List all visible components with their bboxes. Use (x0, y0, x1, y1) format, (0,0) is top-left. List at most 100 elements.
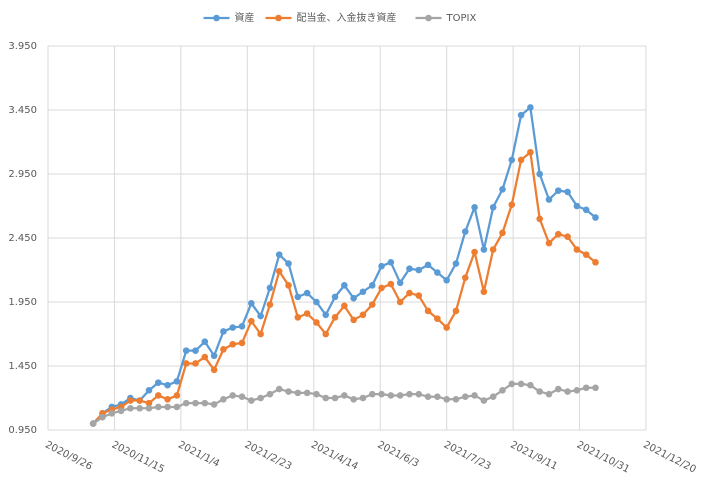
data-point (387, 259, 395, 266)
data-point (275, 267, 283, 275)
data-point (229, 340, 237, 348)
data-point (452, 307, 460, 315)
y-tick-label: 1.450 (8, 361, 37, 372)
data-point (294, 314, 302, 321)
data-point (182, 347, 190, 354)
series-line (92, 382, 596, 425)
data-point (517, 111, 525, 119)
data-point (341, 302, 348, 310)
data-point (480, 288, 488, 296)
data-point (480, 246, 488, 253)
data-point (303, 289, 311, 297)
data-point (154, 392, 162, 399)
x-tick-label: 2021/2/23 (243, 440, 294, 473)
data-point (434, 393, 441, 401)
data-point (108, 410, 116, 417)
data-point (99, 413, 106, 421)
data-point (201, 353, 209, 361)
data-point (564, 188, 571, 196)
x-tick-label: 2020/9/26 (43, 440, 94, 473)
data-point (294, 389, 302, 397)
data-point (545, 196, 553, 203)
legend-marker (425, 14, 432, 22)
data-point (527, 381, 534, 389)
legend-label: 資産 (235, 11, 255, 24)
series (89, 104, 599, 427)
data-point (201, 399, 209, 407)
data-point (545, 239, 553, 247)
data-point (508, 156, 516, 164)
data-point (592, 384, 599, 392)
legend: 資産 配当金、入金抜き資産 TOPIX (203, 11, 476, 24)
data-point (350, 294, 357, 302)
data-point (285, 388, 292, 395)
data-point (527, 148, 534, 156)
data-point (368, 301, 376, 308)
data-point (368, 282, 376, 289)
x-tick-label: 2021/1/4 (176, 440, 221, 470)
data-point (517, 380, 525, 388)
series (89, 148, 599, 427)
data-point (471, 203, 478, 211)
y-tick-label: 3.950 (8, 41, 37, 52)
data-point (127, 404, 134, 412)
data-point (461, 228, 469, 235)
data-point (527, 104, 534, 111)
data-point (350, 316, 357, 324)
data-point (285, 260, 292, 267)
data-point (313, 319, 320, 326)
data-point (248, 397, 255, 404)
data-point (220, 346, 227, 353)
data-point (266, 301, 274, 308)
data-point (173, 378, 181, 385)
y-tick-label: 0.950 (8, 425, 37, 436)
data-point (443, 276, 450, 284)
x-tick-label: 2021/6/3 (375, 440, 420, 470)
data-point (182, 399, 190, 407)
data-point (406, 390, 413, 398)
legend-label: 配当金、入金抜き資産 (297, 11, 397, 24)
data-point (238, 393, 246, 401)
data-point (322, 394, 330, 402)
data-point (192, 347, 199, 354)
legend-marker (213, 14, 220, 22)
data-point (573, 246, 581, 253)
data-point (499, 387, 506, 394)
data-point (564, 388, 571, 395)
x-tick-label: 2021/7/23 (442, 440, 493, 473)
x-tick-label: 2021/4/14 (309, 440, 360, 473)
data-point (210, 401, 218, 408)
data-point (554, 230, 562, 238)
data-point (238, 323, 246, 330)
data-point (201, 338, 209, 345)
data-point (573, 387, 581, 394)
data-point (406, 289, 413, 297)
data-point (341, 282, 348, 289)
data-point (238, 339, 246, 347)
data-point (582, 251, 590, 258)
data-point (368, 390, 376, 398)
data-point (266, 284, 274, 292)
data-point (499, 229, 506, 237)
data-point (154, 379, 162, 386)
data-point (443, 395, 450, 403)
data-point (480, 397, 488, 404)
data-point (471, 392, 478, 399)
data-point (322, 311, 330, 319)
data-point (294, 293, 302, 301)
data-point (434, 269, 441, 276)
data-point (285, 282, 292, 289)
data-point (331, 314, 339, 321)
data-point (229, 324, 237, 331)
data-point (220, 328, 227, 335)
data-point (313, 390, 320, 398)
data-point (536, 170, 543, 178)
data-point (145, 399, 153, 407)
data-point (331, 293, 339, 301)
data-point (210, 352, 218, 360)
data-point (275, 251, 283, 258)
data-point (489, 246, 497, 253)
data-point (378, 284, 385, 292)
data-point (117, 407, 125, 415)
